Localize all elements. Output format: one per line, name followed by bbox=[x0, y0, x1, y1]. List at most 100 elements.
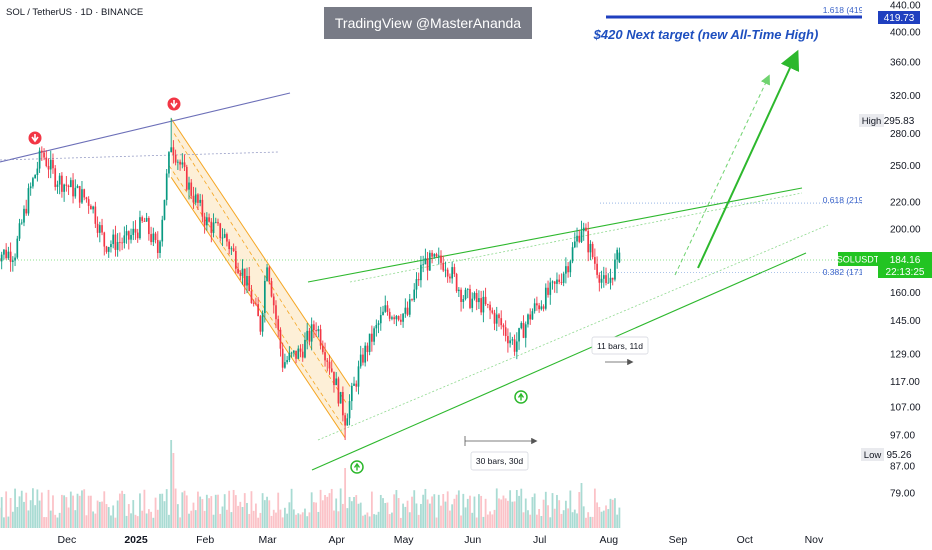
volume-bar bbox=[116, 500, 119, 528]
volume-bar bbox=[136, 516, 139, 528]
candle-body bbox=[395, 316, 398, 320]
candle-body bbox=[49, 159, 52, 170]
volume-bar bbox=[38, 500, 41, 528]
candle-body bbox=[449, 276, 451, 279]
candle-body bbox=[188, 182, 190, 190]
volume-bar bbox=[524, 498, 527, 528]
volume-bar bbox=[11, 511, 14, 528]
candle-body bbox=[446, 269, 449, 277]
candle-body bbox=[132, 228, 135, 236]
volume-bar bbox=[330, 488, 333, 528]
volume-bar bbox=[156, 509, 159, 528]
candle-body bbox=[197, 194, 199, 203]
volume-bar bbox=[214, 494, 217, 528]
projection-arrow bbox=[697, 49, 800, 269]
price-tick-label: 250.00 bbox=[890, 161, 921, 172]
candle-body bbox=[299, 348, 302, 352]
volume-bar bbox=[593, 488, 596, 528]
volume-bar bbox=[174, 488, 177, 528]
time-tick-label: Mar bbox=[259, 534, 278, 546]
volume-bar bbox=[377, 511, 380, 528]
candle-body bbox=[337, 378, 340, 404]
candle-body bbox=[34, 175, 36, 179]
candle-body bbox=[359, 354, 362, 367]
volume-bar bbox=[491, 514, 494, 528]
rising-resistance-line bbox=[307, 187, 803, 283]
volume-bar bbox=[558, 500, 561, 528]
candle-body bbox=[277, 319, 280, 330]
volume-bar bbox=[210, 496, 213, 528]
candle-body bbox=[600, 278, 603, 283]
volume-bar bbox=[125, 515, 128, 528]
volume-bar bbox=[600, 511, 603, 528]
projection-dashed-arrow bbox=[674, 74, 770, 276]
volume-bar bbox=[328, 493, 331, 528]
candle-body bbox=[11, 260, 14, 262]
volume-bar bbox=[564, 500, 567, 528]
candle-body bbox=[598, 274, 601, 283]
volume-bar bbox=[466, 498, 469, 528]
candle-body bbox=[426, 258, 429, 271]
candle-body bbox=[32, 178, 34, 187]
volume-bar bbox=[65, 497, 68, 528]
volume-bar bbox=[179, 517, 181, 528]
high-price-tag: 295.83 bbox=[884, 116, 915, 127]
volume-bar bbox=[301, 512, 304, 528]
candle-body bbox=[219, 223, 222, 238]
candle-body bbox=[471, 298, 474, 308]
volume-bar bbox=[446, 491, 449, 528]
candle-body bbox=[540, 306, 543, 310]
time-tick-label: Oct bbox=[737, 534, 753, 546]
candle-body bbox=[266, 267, 268, 281]
volume-bar bbox=[185, 495, 188, 528]
candle-body bbox=[609, 277, 612, 283]
candle-body bbox=[150, 234, 152, 243]
volume-bar bbox=[502, 495, 505, 528]
volume-bar bbox=[145, 513, 148, 528]
volume-bar bbox=[602, 510, 605, 528]
volume-bar bbox=[40, 492, 43, 528]
volume-bar bbox=[469, 495, 471, 528]
candle-body bbox=[596, 263, 598, 275]
volume-bar bbox=[384, 503, 387, 528]
candle-body bbox=[569, 261, 572, 273]
volume-bar bbox=[76, 493, 79, 528]
volume-bar bbox=[255, 503, 257, 528]
candle-body bbox=[18, 223, 21, 239]
volume-bar bbox=[382, 498, 384, 528]
candle-body bbox=[152, 233, 155, 243]
volume-bar bbox=[170, 440, 173, 528]
volume-bar bbox=[230, 512, 233, 528]
candle-body bbox=[203, 216, 206, 226]
candle-body bbox=[538, 305, 540, 310]
candle-body bbox=[194, 194, 197, 203]
volume-bar bbox=[420, 503, 422, 528]
time-tick-label: Feb bbox=[196, 534, 214, 546]
candle-body bbox=[571, 247, 574, 262]
volume-bar bbox=[399, 517, 402, 528]
candle-body bbox=[190, 182, 193, 196]
candle-body bbox=[161, 219, 164, 242]
volume-bar bbox=[194, 510, 197, 528]
candle-body bbox=[437, 255, 440, 257]
candle-body bbox=[181, 162, 184, 165]
volume-bar bbox=[513, 501, 516, 528]
volume-bar bbox=[205, 494, 208, 528]
candle-body bbox=[475, 292, 478, 303]
volume-bar bbox=[442, 494, 445, 528]
candle-body bbox=[529, 314, 532, 320]
price-tick-label: 117.00 bbox=[890, 377, 920, 388]
volume-bar bbox=[221, 506, 224, 528]
time-axis[interactable]: Dec 2025 Feb Mar Apr May Jun Jul Aug Sep Oct Nov bbox=[58, 534, 824, 546]
volume-bar bbox=[484, 498, 487, 528]
measure-box bbox=[470, 451, 529, 471]
price-tick-label: 79.00 bbox=[890, 489, 915, 500]
volume-bar bbox=[359, 502, 362, 528]
volume-bar bbox=[408, 512, 411, 528]
volume-bar bbox=[411, 496, 413, 528]
volume-bar bbox=[614, 498, 616, 528]
candle-body bbox=[576, 235, 578, 242]
volume-bar bbox=[598, 506, 601, 528]
down-signal-marker bbox=[28, 131, 42, 145]
